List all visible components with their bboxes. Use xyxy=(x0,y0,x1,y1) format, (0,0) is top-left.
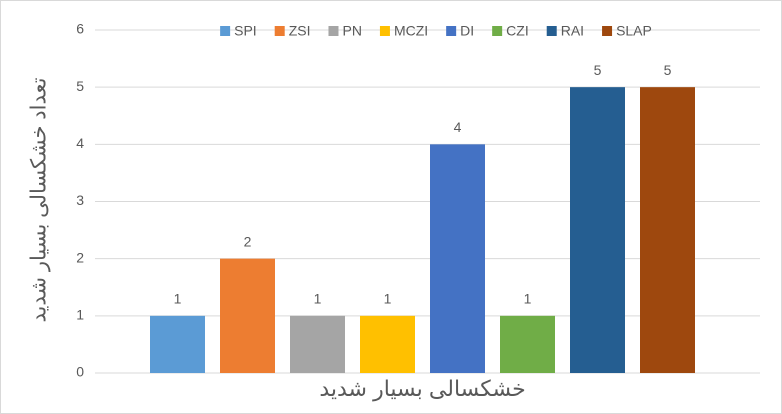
y-tick-label: 6 xyxy=(76,21,84,37)
legend-label: ZSI xyxy=(289,23,311,39)
data-label: 1 xyxy=(174,291,182,307)
data-label: 1 xyxy=(524,291,532,307)
legend-swatch xyxy=(379,26,390,36)
bar xyxy=(150,315,205,373)
bar xyxy=(640,87,695,374)
bar xyxy=(360,315,415,373)
y-tick-label: 2 xyxy=(76,249,84,265)
bar xyxy=(570,87,625,374)
bar xyxy=(220,258,275,373)
x-tick-label: خشکسالی بسیار شدید xyxy=(319,376,525,401)
bar xyxy=(290,315,345,373)
legend-swatch xyxy=(328,26,339,36)
legend-swatch xyxy=(220,26,231,36)
legend-label: SLAP xyxy=(616,23,652,39)
y-tick-label: 3 xyxy=(76,192,84,208)
y-tick-label: 5 xyxy=(76,78,84,94)
legend-label: RAI xyxy=(561,23,584,39)
y-tick-label: 4 xyxy=(76,135,84,151)
legend-swatch xyxy=(274,26,285,36)
data-label: 5 xyxy=(594,62,602,78)
data-label: 4 xyxy=(454,119,462,135)
legend-label: PN xyxy=(342,23,361,39)
legend-swatch xyxy=(446,26,457,36)
data-label: 1 xyxy=(314,291,322,307)
data-label: 5 xyxy=(664,62,672,78)
legend-label: MCZI xyxy=(394,23,428,39)
bar xyxy=(500,315,555,373)
legend-swatch xyxy=(492,26,503,36)
legend-label: DI xyxy=(460,23,474,39)
y-tick-label: 1 xyxy=(76,307,84,323)
legend-swatch xyxy=(602,26,613,36)
y-axis-title: تعداد خشکسالی بسیار شدید xyxy=(28,77,51,322)
y-tick-label: 0 xyxy=(76,364,84,380)
legend-swatch xyxy=(546,26,557,36)
bar xyxy=(430,144,485,373)
legend-label: CZI xyxy=(506,23,529,39)
legend-label: SPI xyxy=(234,23,257,39)
data-label: 1 xyxy=(384,291,392,307)
data-label: 2 xyxy=(244,233,252,249)
